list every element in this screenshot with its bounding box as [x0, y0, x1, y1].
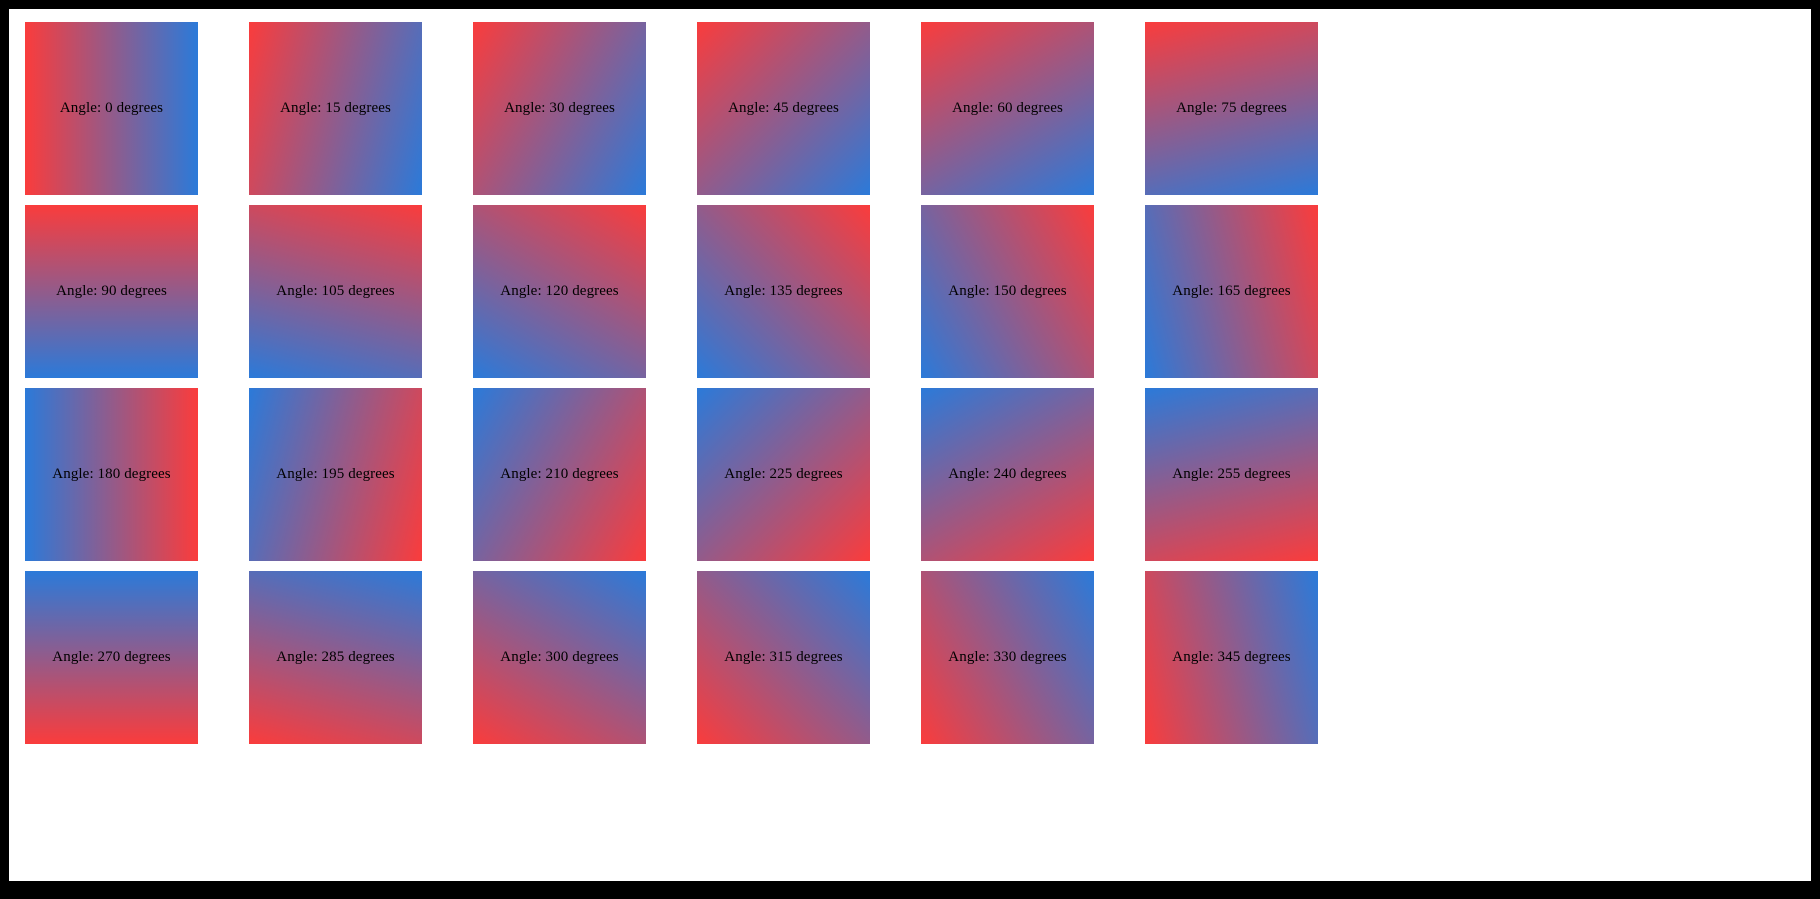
- gradient-tile-label: Angle: 135 degrees: [724, 283, 843, 299]
- gradient-grid: Angle: 0 degrees Angle: 15 degrees Angle: …: [25, 22, 1318, 744]
- gradient-tile: Angle: 165 degrees: [1145, 205, 1318, 378]
- gradient-tile: Angle: 45 degrees: [697, 22, 870, 195]
- gradient-canvas: Angle: 0 degrees Angle: 15 degrees Angle: …: [9, 9, 1811, 881]
- gradient-tile-label: Angle: 300 degrees: [500, 649, 619, 665]
- gradient-tile-label: Angle: 270 degrees: [52, 649, 171, 665]
- gradient-tile: Angle: 315 degrees: [697, 571, 870, 744]
- gradient-tile: Angle: 210 degrees: [473, 388, 646, 561]
- gradient-tile: Angle: 180 degrees: [25, 388, 198, 561]
- gradient-tile-label: Angle: 225 degrees: [724, 466, 843, 482]
- gradient-tile: Angle: 90 degrees: [25, 205, 198, 378]
- gradient-tile: Angle: 150 degrees: [921, 205, 1094, 378]
- gradient-tile: Angle: 105 degrees: [249, 205, 422, 378]
- gradient-tile-label: Angle: 0 degrees: [59, 100, 164, 116]
- gradient-tile-label: Angle: 90 degrees: [56, 283, 167, 299]
- gradient-tile-label: Angle: 255 degrees: [1172, 466, 1291, 482]
- gradient-tile-label: Angle: 210 degrees: [500, 466, 619, 482]
- gradient-tile-label: Angle: 195 degrees: [276, 466, 395, 482]
- gradient-tile-label: Angle: 75 degrees: [1176, 100, 1287, 116]
- gradient-tile: Angle: 270 degrees: [25, 571, 198, 744]
- gradient-tile-label: Angle: 345 degrees: [1172, 649, 1291, 665]
- gradient-tile-label: Angle: 60 degrees: [952, 100, 1063, 116]
- gradient-tile-label: Angle: 45 degrees: [728, 100, 839, 116]
- gradient-tile: Angle: 240 degrees: [921, 388, 1094, 561]
- gradient-tile: Angle: 300 degrees: [473, 571, 646, 744]
- gradient-tile-label: Angle: 180 degrees: [52, 466, 171, 482]
- gradient-tile: Angle: 15 degrees: [249, 22, 422, 195]
- gradient-tile-label: Angle: 15 degrees: [280, 100, 391, 116]
- gradient-tile: Angle: 135 degrees: [697, 205, 870, 378]
- gradient-tile: Angle: 225 degrees: [697, 388, 870, 561]
- gradient-tile-label: Angle: 240 degrees: [948, 466, 1067, 482]
- gradient-tile-label: Angle: 165 degrees: [1172, 283, 1291, 299]
- gradient-tile: Angle: 120 degrees: [473, 205, 646, 378]
- gradient-tile: Angle: 0 degrees: [25, 22, 198, 195]
- gradient-tile-label: Angle: 30 degrees: [504, 100, 615, 116]
- gradient-tile-label: Angle: 150 degrees: [948, 283, 1067, 299]
- gradient-tile: Angle: 75 degrees: [1145, 22, 1318, 195]
- gradient-tile-label: Angle: 315 degrees: [724, 649, 843, 665]
- gradient-tile: Angle: 255 degrees: [1145, 388, 1318, 561]
- gradient-tile: Angle: 345 degrees: [1145, 571, 1318, 744]
- gradient-tile: Angle: 60 degrees: [921, 22, 1094, 195]
- gradient-tile-label: Angle: 285 degrees: [276, 649, 395, 665]
- gradient-tile-label: Angle: 330 degrees: [948, 649, 1067, 665]
- gradient-tile-label: Angle: 105 degrees: [276, 283, 395, 299]
- gradient-tile: Angle: 30 degrees: [473, 22, 646, 195]
- gradient-tile: Angle: 195 degrees: [249, 388, 422, 561]
- gradient-tile-label: Angle: 120 degrees: [500, 283, 619, 299]
- gradient-tile: Angle: 285 degrees: [249, 571, 422, 744]
- gradient-tile: Angle: 330 degrees: [921, 571, 1094, 744]
